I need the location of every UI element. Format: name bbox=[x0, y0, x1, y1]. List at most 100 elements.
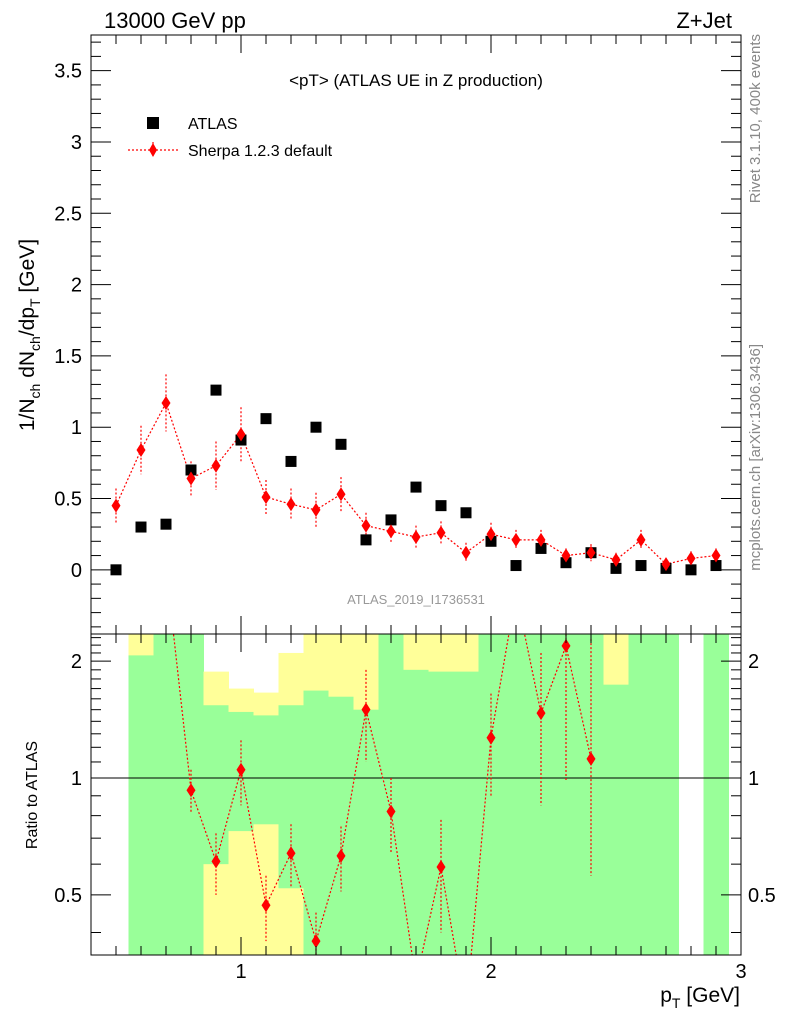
main-y-axis-title: 1/Nch dNch/dpT [GeV] bbox=[16, 239, 43, 431]
sherpa-point bbox=[611, 552, 621, 567]
sherpa-point bbox=[686, 551, 696, 566]
y-tick-label-ratio-left: 2 bbox=[71, 651, 82, 673]
ratio-point bbox=[286, 846, 296, 861]
sherpa-point bbox=[286, 497, 296, 512]
ratio-point bbox=[386, 804, 396, 819]
ratio-point bbox=[586, 751, 596, 766]
ratio-uncertainty-bands bbox=[128, 634, 729, 955]
legend-atlas-marker bbox=[147, 117, 159, 129]
x-tick-label: 2 bbox=[485, 961, 496, 983]
sherpa-point bbox=[536, 532, 546, 547]
band-inner bbox=[628, 634, 654, 955]
y-tick-label-ratio-left: 0.5 bbox=[54, 885, 82, 907]
sherpa-point bbox=[111, 498, 121, 513]
band-inner bbox=[303, 690, 329, 955]
header-left: 13000 GeV pp bbox=[104, 8, 246, 33]
sherpa-point bbox=[436, 525, 446, 540]
ratio-plot-area bbox=[91, 634, 741, 955]
sherpa-point bbox=[386, 524, 396, 539]
sherpa-point bbox=[336, 487, 346, 502]
atlas-point bbox=[110, 564, 122, 576]
y-tick-label-ratio-right: 2 bbox=[748, 651, 759, 673]
band-inner bbox=[503, 634, 529, 955]
band-inner bbox=[428, 671, 454, 955]
ratio-point bbox=[236, 762, 246, 777]
ratio-point bbox=[261, 898, 271, 913]
sherpa-point bbox=[361, 518, 371, 533]
sherpa-point bbox=[561, 548, 571, 563]
atlas-point bbox=[185, 464, 197, 476]
band-inner bbox=[403, 669, 429, 955]
sherpa-point bbox=[211, 458, 221, 473]
sherpa-point bbox=[661, 557, 671, 572]
atlas-point bbox=[685, 564, 697, 576]
band-inner bbox=[453, 671, 479, 955]
atlas-point bbox=[510, 560, 522, 572]
atlas-point bbox=[485, 535, 497, 547]
atlas-point bbox=[385, 514, 397, 526]
band-inner bbox=[328, 696, 354, 955]
ratio-y-axis-title: Ratio to ATLAS bbox=[24, 741, 41, 849]
atlas-point bbox=[310, 421, 322, 433]
atlas-point bbox=[360, 534, 372, 546]
band-inner bbox=[603, 684, 629, 955]
x-tick-label: 1 bbox=[235, 961, 246, 983]
ratio-point bbox=[536, 706, 546, 721]
ratio-point bbox=[211, 854, 221, 869]
atlas-point bbox=[635, 560, 647, 572]
title-text: <pT> (ATLAS UE in Z production) bbox=[289, 71, 543, 90]
band-inner bbox=[653, 634, 679, 955]
sherpa-point bbox=[711, 548, 721, 563]
y-tick-label-ratio-right: 1 bbox=[748, 768, 759, 790]
axis-ticks: 1 2 3 0 0.5 1 1.5 2 2.5 3 3.5 0.5 0.5 1 1 2 2 bbox=[54, 35, 776, 983]
rivet-label: Rivet 3.1.10, 400k events bbox=[747, 34, 764, 203]
ratio-point bbox=[311, 934, 321, 949]
y-tick-label-main: 3 bbox=[71, 132, 82, 154]
atlas-point bbox=[435, 500, 447, 512]
sherpa-point bbox=[136, 443, 146, 458]
atlas-point bbox=[260, 413, 272, 425]
band-inner bbox=[153, 634, 179, 955]
ratio-point bbox=[561, 638, 571, 653]
sherpa-point bbox=[486, 527, 496, 542]
ratio-point bbox=[186, 783, 196, 798]
sherpa-point bbox=[261, 490, 271, 505]
analysis-label: ATLAS_2019_I1736531 bbox=[347, 592, 485, 607]
atlas-point bbox=[610, 562, 622, 574]
sherpa-point bbox=[311, 502, 321, 517]
band-inner bbox=[578, 634, 604, 955]
sherpa-point bbox=[236, 427, 246, 442]
sherpa-point bbox=[186, 471, 196, 486]
ratio-point bbox=[436, 859, 446, 874]
atlas-point bbox=[160, 518, 172, 530]
legend: ATLAS Sherpa 1.2.3 default bbox=[128, 116, 333, 160]
legend-sherpa-label: Sherpa 1.2.3 default bbox=[188, 143, 333, 160]
legend-atlas-label: ATLAS bbox=[188, 116, 238, 133]
legend-sherpa-marker bbox=[149, 143, 157, 157]
ratio-point bbox=[486, 730, 496, 745]
band-inner bbox=[703, 634, 729, 955]
y-tick-label-main: 2 bbox=[71, 275, 82, 297]
main-title: <pT> (ATLAS UE in Z production) bbox=[289, 71, 543, 90]
x-axis-title: pT [GeV] bbox=[660, 984, 740, 1011]
y-tick-label-main: 1 bbox=[71, 417, 82, 439]
atlas-point bbox=[410, 481, 422, 493]
atlas-point bbox=[460, 507, 472, 519]
y-tick-label-ratio-right: 0.5 bbox=[748, 885, 776, 907]
band-inner bbox=[128, 655, 154, 955]
y-tick-label-ratio-left: 1 bbox=[71, 768, 82, 790]
atlas-point bbox=[135, 521, 147, 533]
header-right: Z+Jet bbox=[676, 8, 732, 33]
y-tick-label-main: 1.5 bbox=[54, 346, 82, 368]
main-plot-area bbox=[110, 374, 722, 576]
ratio-point bbox=[361, 702, 371, 717]
y-tick-label-main: 0.5 bbox=[54, 489, 82, 511]
x-tick-label: 3 bbox=[735, 961, 746, 983]
atlas-point bbox=[560, 557, 572, 569]
sherpa-point bbox=[411, 530, 421, 545]
sherpa-point bbox=[636, 532, 646, 547]
svg-text:1/Nch dNch/dpT [GeV]: 1/Nch dNch/dpT [GeV] bbox=[16, 239, 43, 431]
mcplots-label: mcplots.cern.ch [arXiv:1306.3436] bbox=[747, 344, 764, 571]
band-inner bbox=[253, 715, 279, 825]
